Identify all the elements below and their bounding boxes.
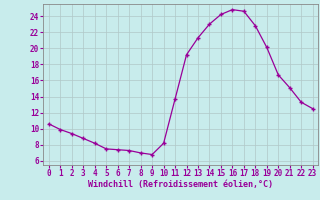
- X-axis label: Windchill (Refroidissement éolien,°C): Windchill (Refroidissement éolien,°C): [88, 180, 273, 189]
